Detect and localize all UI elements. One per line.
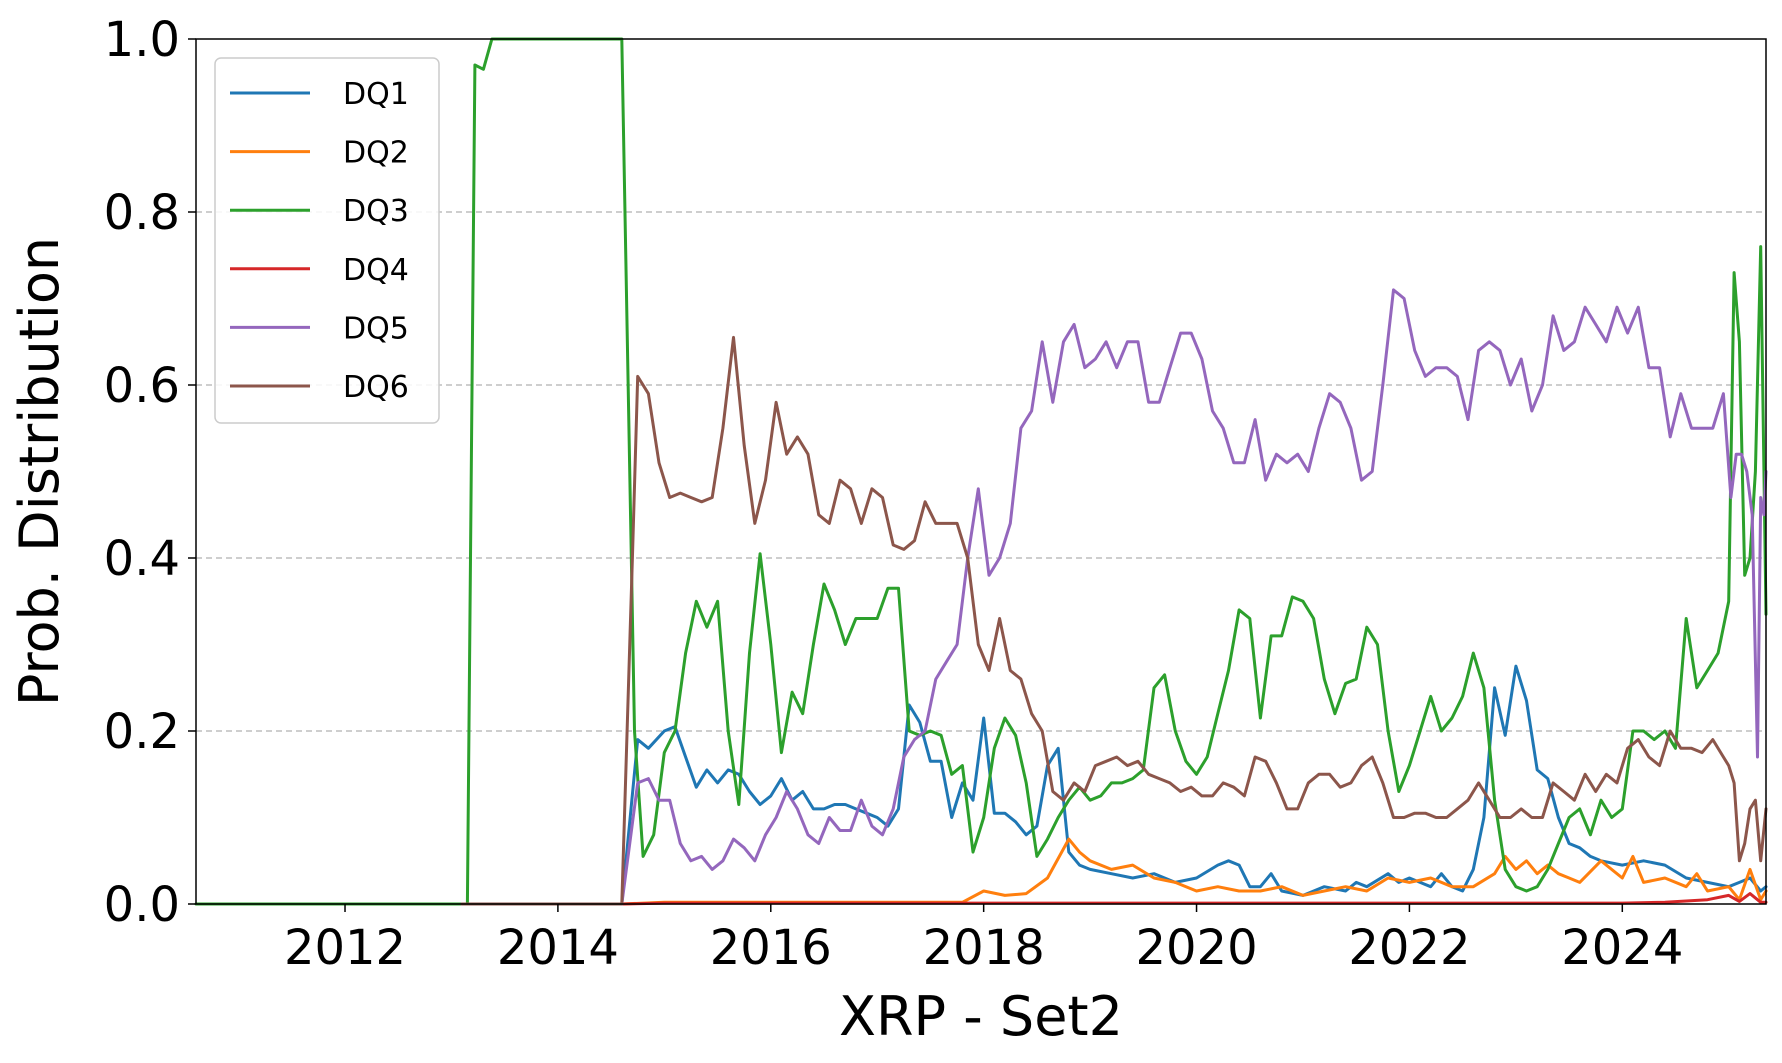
x-axis-title: XRP - Set2 xyxy=(839,985,1123,1048)
y-axis-title: Prob. Distribution xyxy=(8,237,71,706)
x-tick-label: 2016 xyxy=(710,920,832,976)
series-line-dq2 xyxy=(460,837,1768,906)
x-tick-label: 2018 xyxy=(923,920,1045,976)
x-tick-label: 2014 xyxy=(497,920,619,976)
series-line-dq1 xyxy=(460,664,1768,906)
y-tick-label: 0.2 xyxy=(104,704,180,760)
legend-label: DQ1 xyxy=(343,77,409,112)
y-tick-label: 0.6 xyxy=(104,358,180,414)
x-tick-label: 2024 xyxy=(1561,920,1683,976)
legend-label: DQ6 xyxy=(343,370,409,405)
series-line-dq5 xyxy=(460,288,1768,906)
legend-box xyxy=(214,57,440,424)
y-tick-label: 0.8 xyxy=(104,185,180,241)
legend-label: DQ2 xyxy=(343,136,409,171)
x-tick-label: 2022 xyxy=(1348,920,1470,976)
legend-label: DQ4 xyxy=(343,253,409,288)
series-lines xyxy=(194,37,1768,906)
y-tick-label: 0.4 xyxy=(104,531,180,587)
series-line-dq4 xyxy=(460,892,1768,906)
legend-label: DQ5 xyxy=(343,311,409,346)
x-tick-label: 2012 xyxy=(284,920,406,976)
x-axis-ticks: 2012 2014 2016 2018 2020 2022 2024 xyxy=(284,904,1683,976)
series-line-dq6 xyxy=(460,335,1768,906)
plot-frame xyxy=(195,38,1767,905)
y-tick-label: 0.0 xyxy=(104,877,180,933)
x-tick-label: 2020 xyxy=(1135,920,1257,976)
y-tick-label: 1.0 xyxy=(104,12,180,68)
series-line-dq3 xyxy=(194,37,1768,906)
legend-label: DQ3 xyxy=(343,194,409,229)
y-axis-ticks: 0.0 0.2 0.4 0.6 0.8 1.0 xyxy=(104,12,196,933)
legend: DQ1 DQ2 DQ3 DQ4 DQ5 DQ6 xyxy=(214,57,440,424)
